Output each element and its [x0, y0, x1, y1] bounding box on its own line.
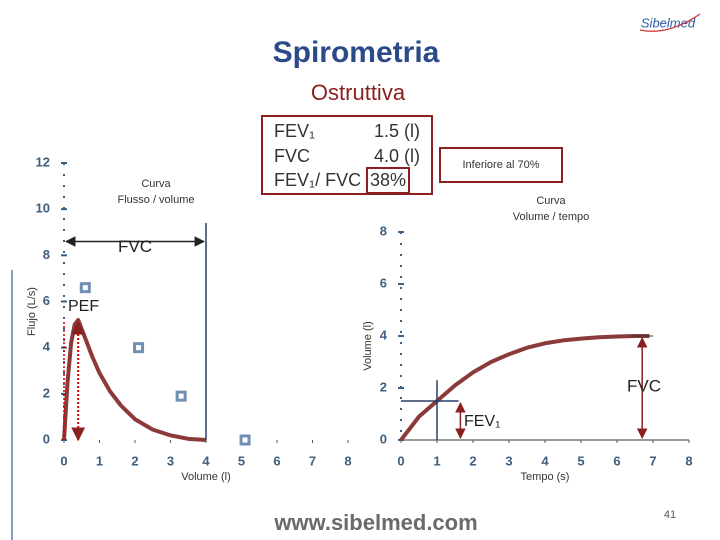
note: Inferiore al 70% — [462, 159, 539, 171]
x-axis-label: Volume (l) — [181, 471, 231, 483]
x-tick-label: 8 — [685, 453, 692, 468]
result-label: FEV₁ — [274, 121, 315, 141]
y-tick-label: 0 — [380, 431, 387, 446]
x-tick-label: 5 — [238, 453, 245, 468]
chart-title: Volume / tempo — [513, 211, 589, 223]
chart-title: Curva — [141, 178, 171, 190]
x-tick-label: 1 — [96, 453, 103, 468]
page-number: 41 — [664, 509, 676, 521]
slide-subtitle: Ostruttiva — [311, 80, 406, 105]
logo-swoosh — [639, 13, 701, 32]
x-tick-label: 2 — [131, 453, 138, 468]
x-tick-label: 7 — [309, 453, 316, 468]
x-tick-label: 0 — [397, 453, 404, 468]
ratio-box — [366, 167, 410, 194]
result-value: 4.0 (l) — [374, 146, 420, 166]
x-tick-label: 2 — [469, 453, 476, 468]
chart-title: Flusso / volume — [117, 194, 194, 206]
x-tick-label: 7 — [649, 453, 656, 468]
slide-title: Spirometria — [273, 36, 440, 69]
x-tick-label: 5 — [577, 453, 584, 468]
annotation: PEF — [68, 298, 99, 315]
chart-title: Curva — [536, 195, 566, 207]
x-tick-label: 3 — [167, 453, 174, 468]
y-tick-label: 8 — [43, 247, 50, 262]
x-tick-label: 6 — [613, 453, 620, 468]
point — [239, 434, 251, 446]
x-tick-label: 4 — [202, 453, 210, 468]
curve — [399, 334, 650, 442]
point — [79, 282, 91, 294]
y-tick-label: 8 — [380, 223, 387, 238]
result-label: FEV₁/ FVC — [274, 170, 361, 190]
result-value: 1.5 (l) — [374, 121, 420, 141]
result-label: FVC — [274, 146, 310, 166]
y-tick-label: 2 — [43, 385, 50, 400]
annotation: FVC — [118, 237, 152, 256]
y-tick-label: 0 — [43, 431, 50, 446]
x-tick-label: 4 — [541, 453, 549, 468]
y-tick-label: 6 — [380, 275, 387, 290]
y-tick-label: 10 — [36, 201, 50, 216]
note-box — [439, 147, 563, 183]
x-tick-label: 8 — [344, 453, 351, 468]
y-axis-label: Volume (l) — [362, 321, 374, 371]
point — [175, 390, 187, 402]
y-tick-label: 2 — [380, 379, 387, 394]
x-tick-label: 3 — [505, 453, 512, 468]
point — [133, 342, 145, 354]
x-tick-label: 6 — [273, 453, 280, 468]
logo: Sibelmed — [641, 15, 696, 30]
annotation: FVC — [627, 376, 661, 395]
y-axis-label: Flujo (L/s) — [26, 287, 38, 336]
y-tick-label: 4 — [380, 327, 388, 342]
url: www.sibelmed.com — [273, 510, 477, 535]
y-tick-label: 6 — [43, 293, 50, 308]
x-tick-label: 0 — [60, 453, 67, 468]
y-tick-label: 12 — [36, 154, 50, 169]
annotation: FEV₁ — [464, 413, 501, 430]
x-axis-label: Tempo (s) — [521, 471, 570, 483]
curve — [62, 317, 207, 442]
y-tick-label: 4 — [43, 339, 51, 354]
results-box — [261, 115, 433, 195]
x-tick-label: 1 — [433, 453, 440, 468]
result-value: 38% — [370, 170, 406, 190]
